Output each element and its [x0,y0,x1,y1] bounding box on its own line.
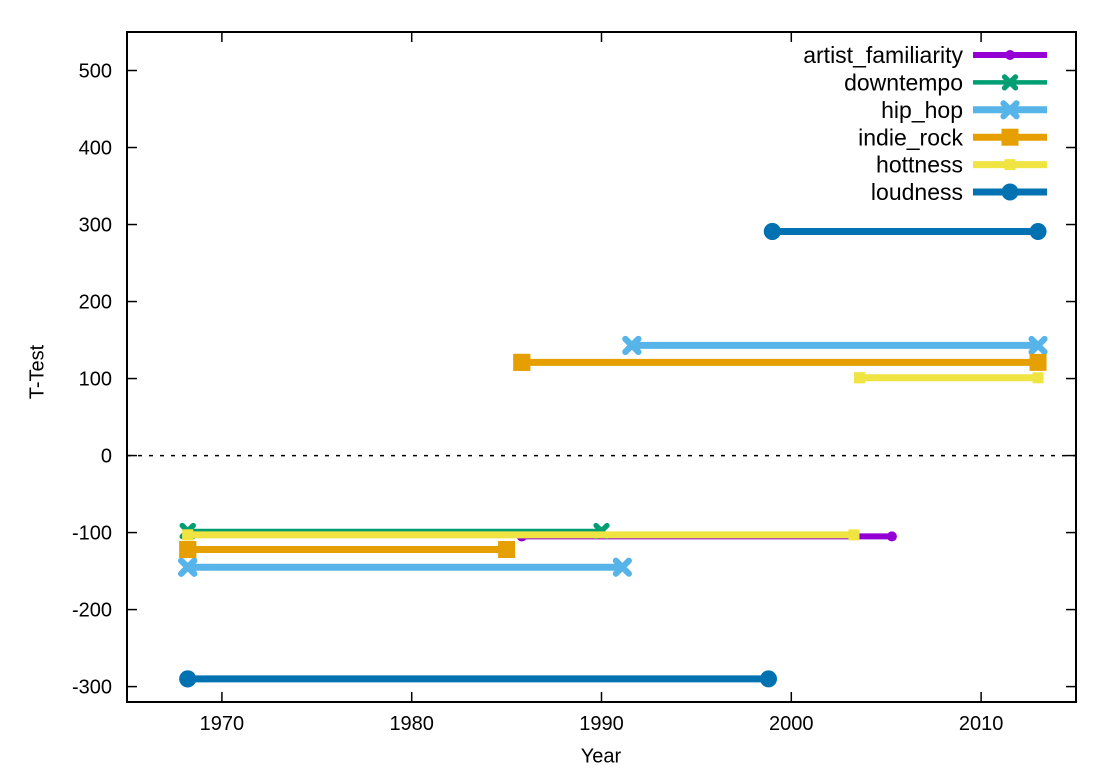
legend-marker-indie_rock [1001,128,1019,146]
legend-marker-hottness [1004,159,1016,171]
marker-start-indie_rock-1 [513,353,531,371]
legend-marker-loudness [1001,183,1019,201]
x-tick-label-1970: 1970 [200,713,245,735]
y-tick-label-500: 500 [79,61,112,83]
marker-end-artist_familiarity-0 [886,531,897,542]
y-tick-label--100: -100 [72,523,112,545]
marker-end-indie_rock-1 [1029,353,1047,371]
y-tick-label-200: 200 [79,292,112,314]
x-tick-label-2000: 2000 [769,713,814,735]
series-hip_hop [178,335,1048,577]
legend-marker-downtempo [1001,74,1019,91]
marker-start-hip_hop-0 [178,557,198,577]
legend-label-hottness: hottness [876,152,963,178]
legend-entry-indie_rock: indie_rock [858,124,1047,150]
y-axis-title: T-Test [26,344,49,400]
x-tick-label-2010: 2010 [959,713,1004,735]
y-tick-label--300: -300 [72,677,112,699]
marker-start-hip_hop-1 [622,335,642,356]
marker-start-hottness-1 [854,372,866,384]
y-tick-label-400: 400 [79,138,112,160]
marker-start-hottness-0 [182,529,194,541]
legend-marker-artist_familiarity [1005,50,1015,60]
y-tick-label-300: 300 [79,215,112,237]
marker-start-loudness-1 [763,222,781,240]
legend-label-loudness: loudness [871,179,963,205]
marker-end-hottness-0 [848,529,860,541]
legend-entry-hip_hop: hip_hop [881,97,1047,123]
legend-entry-hottness: hottness [876,152,1047,178]
marker-end-hottness-1 [1032,372,1044,384]
marker-end-hip_hop-0 [612,557,632,577]
marker-start-indie_rock-0 [179,541,197,559]
marker-start-loudness-0 [179,670,197,688]
y-tick-label-100: 100 [79,369,112,391]
marker-end-loudness-1 [1029,222,1047,240]
legend-entry-downtempo: downtempo [844,69,1047,95]
x-axis-title: Year [580,745,622,768]
legend-entry-artist_familiarity: artist_familiarity [803,42,1047,68]
marker-end-hip_hop-1 [1028,335,1048,356]
y-tick-label--200: -200 [72,600,112,622]
legend-label-indie_rock: indie_rock [858,124,963,150]
legend-entry-loudness: loudness [871,179,1047,205]
x-tick-label-1990: 1990 [579,713,624,735]
x-tick-label-1980: 1980 [389,713,434,735]
series-hottness [182,372,1044,541]
marker-end-loudness-0 [760,670,778,688]
legend-marker-hip_hop [1000,100,1020,120]
legend-label-hip_hop: hip_hop [881,97,963,123]
legend-label-artist_familiarity: artist_familiarity [803,42,963,68]
legend-label-downtempo: downtempo [844,69,963,95]
y-tick-label-0: 0 [101,446,112,468]
marker-end-indie_rock-0 [498,541,516,559]
legend: artist_familiaritydowntempohip_hopindie_… [803,42,1047,205]
